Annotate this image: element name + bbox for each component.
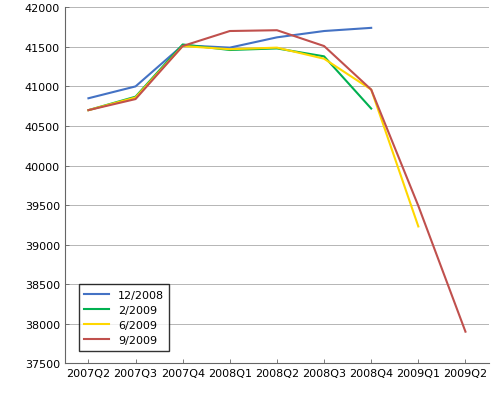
9/2009 xyxy=(180,45,186,50)
6/2009 xyxy=(85,108,91,113)
2/2009 xyxy=(368,107,374,112)
12/2008 xyxy=(180,44,186,49)
6/2009 xyxy=(180,45,186,50)
9/2009 xyxy=(463,330,469,335)
12/2008 xyxy=(321,29,327,34)
2/2009 xyxy=(85,108,91,113)
12/2008 xyxy=(85,97,91,102)
9/2009 xyxy=(321,45,327,50)
2/2009 xyxy=(321,55,327,59)
6/2009 xyxy=(415,224,421,229)
6/2009 xyxy=(321,57,327,62)
12/2008 xyxy=(227,46,233,51)
6/2009 xyxy=(274,46,280,51)
12/2008 xyxy=(133,85,139,90)
9/2009 xyxy=(274,28,280,33)
9/2009 xyxy=(227,29,233,34)
2/2009 xyxy=(227,48,233,53)
Line: 12/2008: 12/2008 xyxy=(88,29,371,99)
6/2009 xyxy=(133,96,139,101)
2/2009 xyxy=(274,47,280,52)
9/2009 xyxy=(415,204,421,209)
Line: 9/2009: 9/2009 xyxy=(88,31,466,332)
6/2009 xyxy=(227,47,233,52)
6/2009 xyxy=(368,88,374,93)
2/2009 xyxy=(133,95,139,100)
2/2009 xyxy=(180,43,186,48)
Line: 2/2009: 2/2009 xyxy=(88,45,371,111)
12/2008 xyxy=(274,36,280,41)
12/2008 xyxy=(368,26,374,31)
9/2009 xyxy=(133,97,139,102)
9/2009 xyxy=(368,88,374,93)
Line: 6/2009: 6/2009 xyxy=(88,47,418,227)
9/2009 xyxy=(85,108,91,113)
Legend: 12/2008, 2/2009, 6/2009, 9/2009: 12/2008, 2/2009, 6/2009, 9/2009 xyxy=(79,285,170,351)
